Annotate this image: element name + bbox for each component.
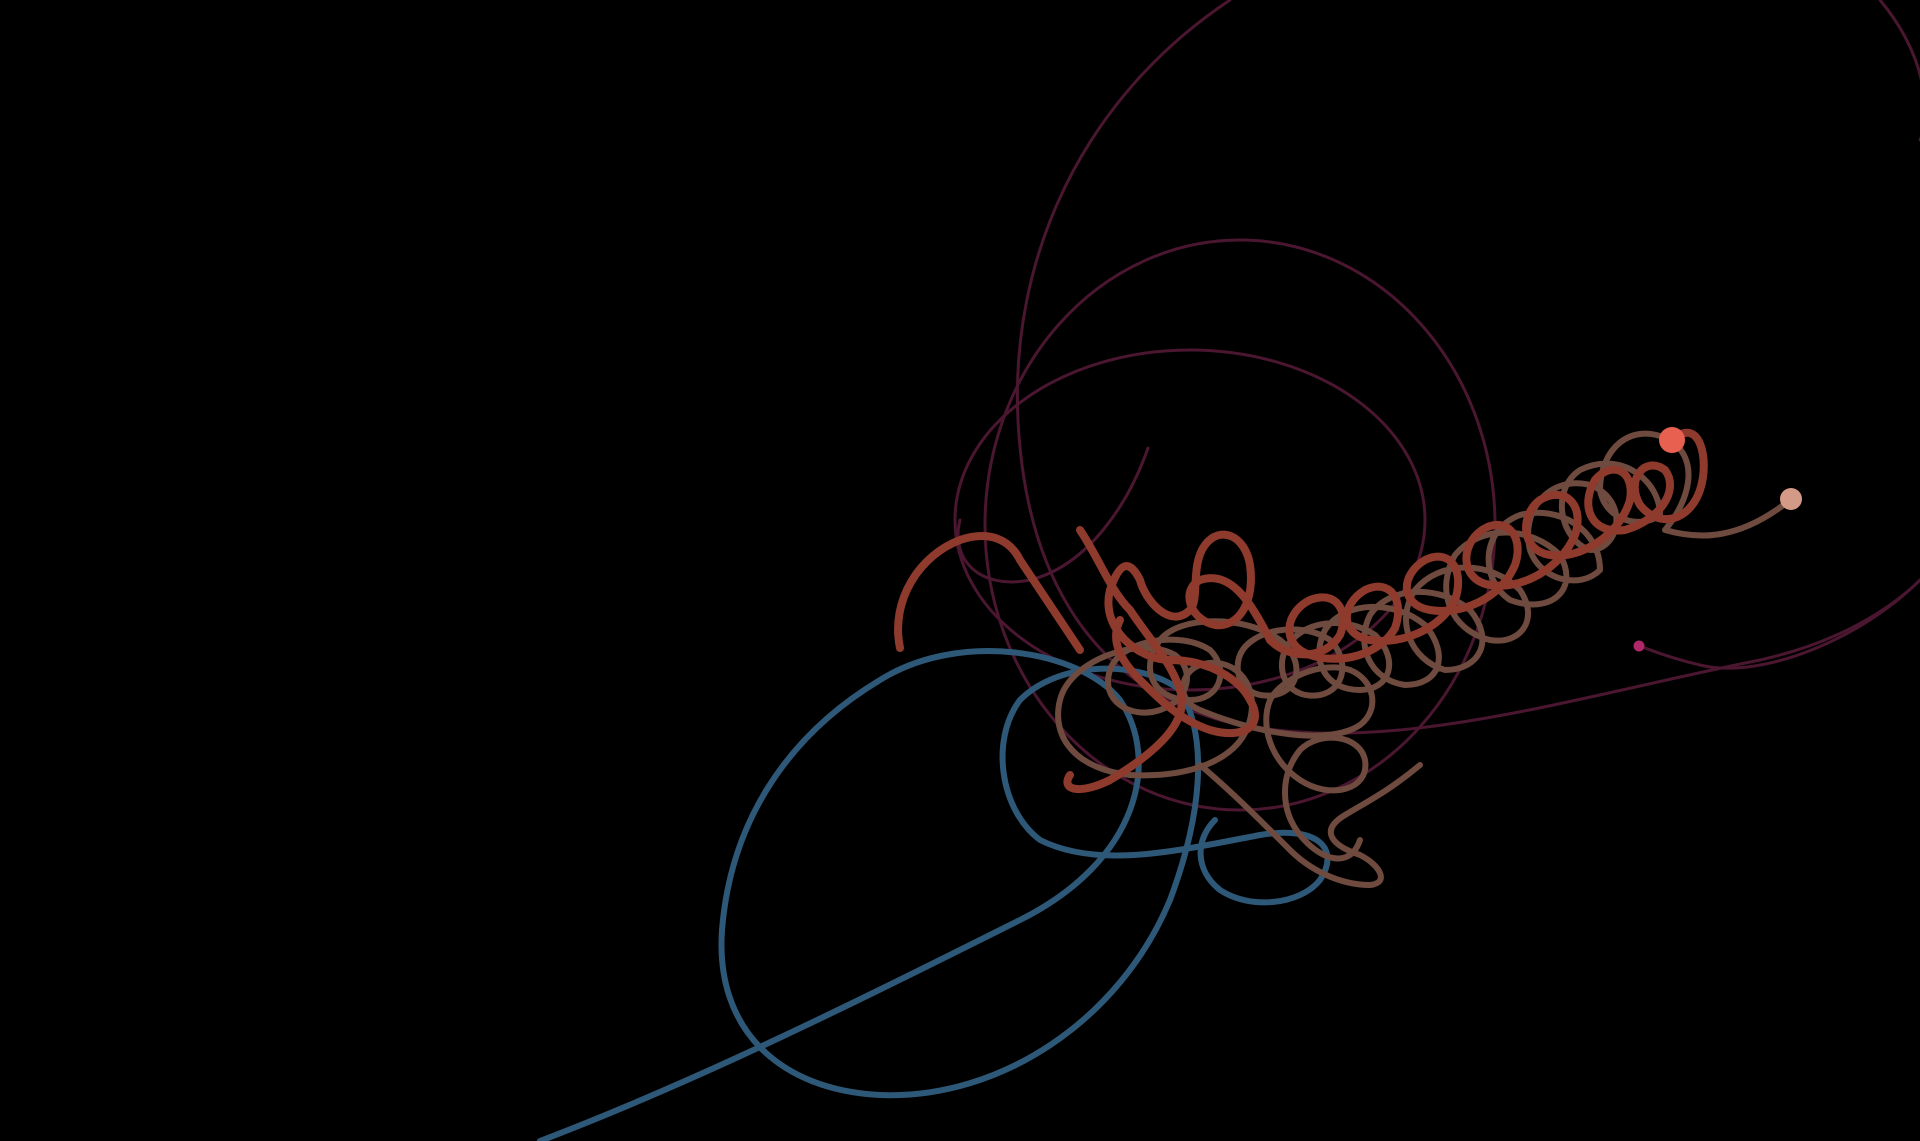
blue-trail-inner-loop: [999, 665, 1331, 906]
tan-brown-trail-main: [1147, 430, 1793, 703]
maroon-trail-loop-mid: [953, 348, 1427, 692]
tan-brown-trail: [1055, 430, 1793, 888]
maroon-trail-tail: [1638, 578, 1920, 670]
red-brown-trail: [894, 428, 1708, 794]
blue-trail: [537, 648, 1331, 1141]
magenta-body: [1633, 640, 1645, 652]
red-brown-trail-swoop: [1063, 526, 1186, 794]
coral-body: [1659, 427, 1685, 453]
tan-brown-trail-loops: [1055, 636, 1376, 862]
red-brown-trail-knots: [1104, 530, 1274, 738]
tan-brown-trail-tail: [1197, 762, 1423, 888]
blue-trail-outer-loop: [537, 648, 1202, 1141]
red-brown-trail-main: [1266, 428, 1708, 663]
maroon-trail-top-arc: [1878, 0, 1920, 142]
peach-body: [1780, 488, 1802, 510]
red-brown-trail-arc: [894, 532, 1084, 654]
